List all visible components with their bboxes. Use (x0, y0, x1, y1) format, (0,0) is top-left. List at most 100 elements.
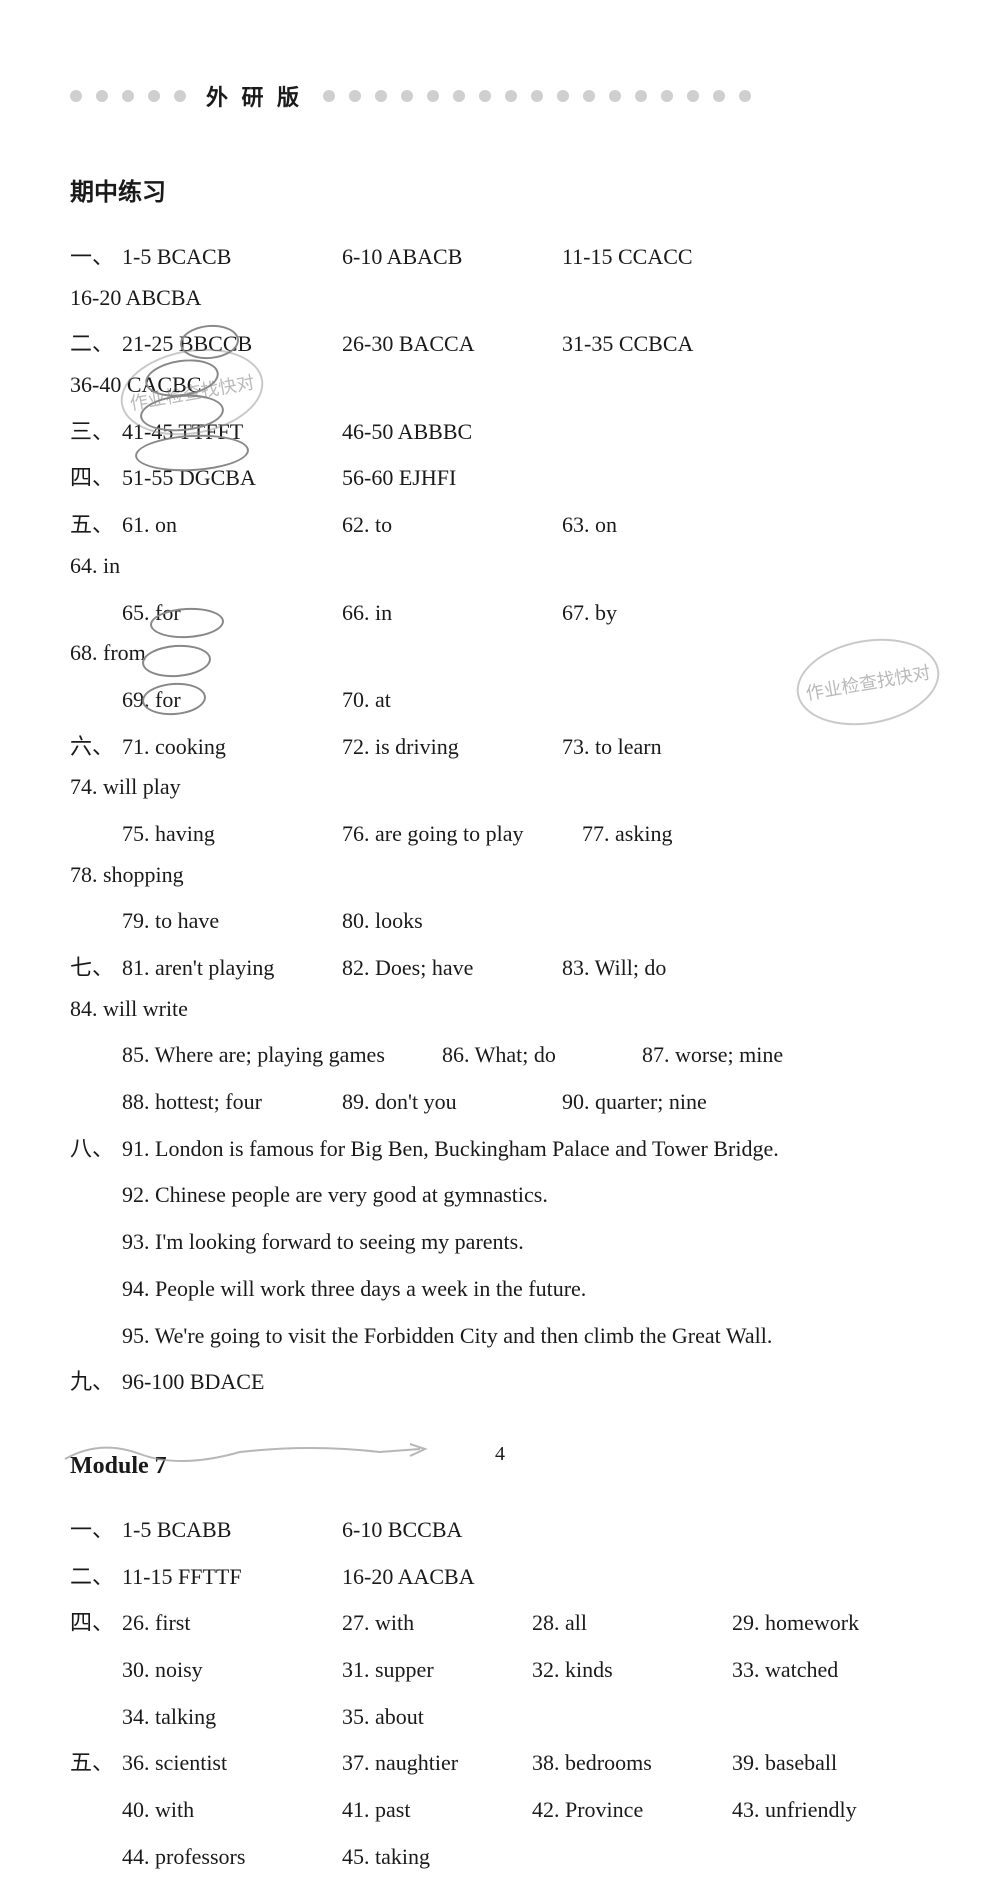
section-label: 四、 (70, 458, 122, 499)
section-label (70, 1269, 122, 1310)
answer-item: 68. from (70, 633, 250, 674)
decor-dot (687, 90, 699, 102)
answer-item: 45. taking (342, 1837, 430, 1877)
answer-sentence: 94. People will work three days a week i… (122, 1269, 930, 1310)
section-label: 二、 (70, 1557, 122, 1598)
answer-group: 96-100 BDACE (122, 1362, 264, 1403)
m7-section-4-row: 四、 26. first 27. with 28. all 29. homewo… (70, 1603, 930, 1644)
section-label: 四、 (70, 1603, 122, 1644)
answer-item: 90. quarter; nine (562, 1082, 707, 1123)
decor-dot (323, 90, 335, 102)
answer-group: 1-5 BCABB (122, 1510, 342, 1551)
answer-item: 89. don't you (342, 1082, 562, 1123)
answer-item: 71. cooking (122, 727, 342, 768)
answer-item: 36. scientist (122, 1743, 342, 1784)
m7-section-5-row: 44. professors 45. taking (70, 1837, 930, 1877)
section-label: 三、 (70, 412, 122, 453)
answer-group: 16-20 ABCBA (70, 278, 250, 319)
decor-dot (401, 90, 413, 102)
answer-group: 36-40 CACBC (70, 365, 250, 406)
section-1-row: 一、 1-5 BCACB 6-10 ABACB 11-15 CCACC 16-2… (70, 237, 930, 318)
answer-item: 63. on (562, 505, 762, 546)
page-number: 4 (0, 1443, 1000, 1466)
answer-item: 33. watched (732, 1650, 912, 1691)
section-6-row: 75. having 76. are going to play 77. ask… (70, 814, 930, 895)
answer-sentence: 92. Chinese people are very good at gymn… (122, 1175, 930, 1216)
section-6-row: 六、 71. cooking 72. is driving 73. to lea… (70, 727, 930, 808)
section-label: 八、 (70, 1129, 122, 1170)
answer-sentence: 93. I'm looking forward to seeing my par… (122, 1222, 930, 1263)
answer-item: 77. asking (582, 814, 762, 855)
section-5-row: 69. for 70. at (70, 680, 930, 721)
decor-dot (557, 90, 569, 102)
answer-item: 43. unfriendly (732, 1790, 912, 1831)
section-label: 五、 (70, 505, 122, 546)
section-8-row: 八、 91. London is famous for Big Ben, Buc… (70, 1129, 930, 1170)
answer-group: 6-10 ABACB (342, 237, 562, 278)
section-8-row: 94. People will work three days a week i… (70, 1269, 930, 1310)
answer-item: 69. for (122, 680, 342, 721)
answer-group: 56-60 EJHFI (342, 458, 562, 499)
answer-item: 42. Province (532, 1790, 732, 1831)
section-7-row: 85. Where are; playing games 86. What; d… (70, 1035, 930, 1076)
answer-item: 72. is driving (342, 727, 562, 768)
section-3-row: 三、 41-45 TTFFT 46-50 ABBBC (70, 412, 930, 453)
section-8-row: 93. I'm looking forward to seeing my par… (70, 1222, 930, 1263)
answer-group: 31-35 CCBCA (562, 324, 762, 365)
section-2-row: 二、 21-25 BBCCB 26-30 BACCA 31-35 CCBCA 3… (70, 324, 930, 405)
answer-item: 84. will write (70, 989, 250, 1030)
page: 外 研 版 期中练习 一、 1-5 BCACB 6-10 ABACB 11-15… (0, 0, 1000, 1506)
answer-group: 21-25 BBCCB (122, 324, 342, 365)
section-label (70, 1222, 122, 1263)
answer-item: 81. aren't playing (122, 948, 342, 989)
section-4-row: 四、 51-55 DGCBA 56-60 EJHFI (70, 458, 930, 499)
answer-item: 78. shopping (70, 855, 250, 896)
header-band: 外 研 版 (70, 80, 930, 112)
section-label: 七、 (70, 948, 122, 989)
answer-item: 82. Does; have (342, 948, 562, 989)
decor-dot (635, 90, 647, 102)
section-9-row: 九、 96-100 BDACE (70, 1362, 930, 1403)
section-8-row: 92. Chinese people are very good at gymn… (70, 1175, 930, 1216)
section-6-row: 79. to have 80. looks (70, 901, 930, 942)
decor-dot (479, 90, 491, 102)
answer-item: 32. kinds (532, 1650, 732, 1691)
answer-group: 1-5 BCACB (122, 237, 342, 278)
decor-dot (96, 90, 108, 102)
answer-item: 76. are going to play (342, 814, 582, 855)
section-label: 一、 (70, 1510, 122, 1551)
m7-section-5-row: 40. with 41. past 42. Province 43. unfri… (70, 1790, 930, 1831)
section-8-row: 95. We're going to visit the Forbidden C… (70, 1316, 930, 1357)
answer-item: 74. will play (70, 767, 250, 808)
answer-group: 6-10 BCCBA (342, 1510, 562, 1551)
answer-group: 51-55 DGCBA (122, 458, 342, 499)
answer-item: 29. homework (732, 1603, 912, 1644)
answer-item: 83. Will; do (562, 948, 762, 989)
m7-section-4-row: 30. noisy 31. supper 32. kinds 33. watch… (70, 1650, 930, 1691)
answer-item: 31. supper (342, 1650, 532, 1691)
m7-section-4-row: 34. talking 35. about (70, 1697, 930, 1738)
decor-dot (122, 90, 134, 102)
answer-group: 11-15 FFTTF (122, 1557, 342, 1598)
answer-item: 62. to (342, 505, 562, 546)
answer-item: 85. Where are; playing games (122, 1035, 442, 1076)
answer-item: 80. looks (342, 901, 562, 942)
answer-item: 66. in (342, 593, 562, 634)
answer-item: 34. talking (122, 1697, 342, 1738)
section-7-row: 七、 81. aren't playing 82. Does; have 83.… (70, 948, 930, 1029)
answer-item: 27. with (342, 1603, 532, 1644)
answer-item: 44. professors (122, 1837, 342, 1877)
section-label: 九、 (70, 1362, 122, 1403)
answer-group: 11-15 CCACC (562, 237, 762, 278)
section-5-row: 五、 61. on 62. to 63. on 64. in (70, 505, 930, 586)
section-label: 二、 (70, 324, 122, 365)
decor-dot (375, 90, 387, 102)
answer-item: 30. noisy (122, 1650, 342, 1691)
midterm-answers: 一、 1-5 BCACB 6-10 ABACB 11-15 CCACC 16-2… (70, 237, 930, 1403)
decor-dot (531, 90, 543, 102)
answer-item: 86. What; do (442, 1035, 642, 1076)
answer-item: 64. in (70, 546, 250, 587)
answer-item: 41. past (342, 1790, 532, 1831)
answer-sentence: 91. London is famous for Big Ben, Buckin… (122, 1129, 930, 1170)
m7-section-1-row: 一、 1-5 BCABB 6-10 BCCBA (70, 1510, 930, 1551)
